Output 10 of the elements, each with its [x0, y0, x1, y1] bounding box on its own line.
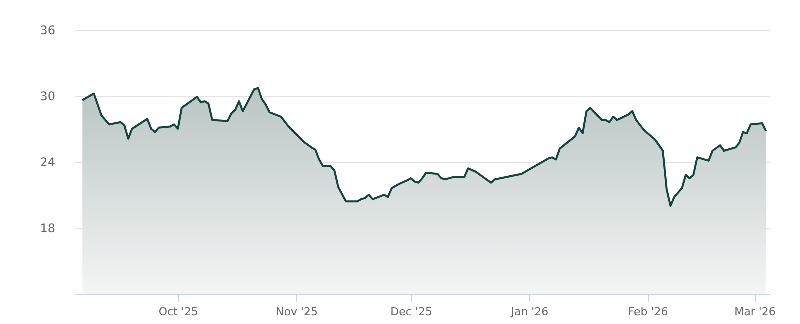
x-tick-label: Oct '25 [158, 306, 198, 318]
y-tick-label: 18 [40, 222, 56, 236]
x-tick-label: Feb '26 [628, 306, 668, 318]
x-tick-label: Dec '25 [390, 306, 432, 318]
y-tick-label: 30 [40, 90, 56, 104]
y-tick-label: 24 [40, 156, 56, 170]
x-tick-label: Jan '26 [510, 306, 549, 318]
x-tick-label: Mar '26 [734, 306, 776, 318]
y-tick-label: 36 [40, 24, 56, 38]
x-tick-label: Nov '25 [276, 306, 318, 318]
